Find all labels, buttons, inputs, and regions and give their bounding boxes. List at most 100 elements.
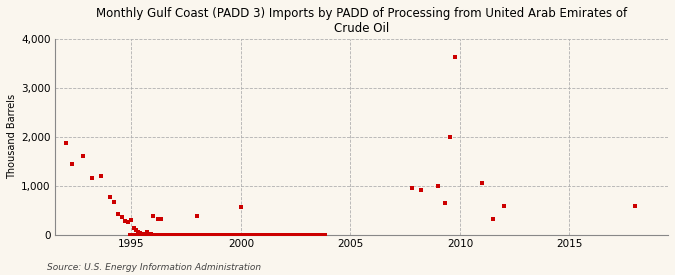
Point — [132, 232, 142, 237]
Point — [234, 232, 244, 237]
Point — [287, 232, 298, 237]
Point — [128, 232, 138, 237]
Point — [140, 232, 151, 237]
Point — [318, 232, 329, 237]
Point — [212, 232, 223, 237]
Point — [292, 232, 303, 237]
Point — [163, 232, 173, 237]
Point — [168, 232, 179, 237]
Point — [207, 232, 217, 237]
Point — [184, 232, 195, 237]
Point — [314, 232, 325, 237]
Point — [221, 232, 232, 237]
Point — [148, 232, 159, 237]
Point — [123, 220, 134, 225]
Point — [190, 232, 200, 237]
Point — [308, 232, 319, 237]
Point — [415, 188, 426, 192]
Point — [243, 232, 254, 237]
Point — [199, 232, 210, 237]
Point — [104, 195, 115, 200]
Point — [217, 232, 228, 237]
Point — [133, 232, 144, 237]
Point — [128, 226, 139, 230]
Point — [223, 232, 234, 237]
Point — [135, 232, 146, 237]
Point — [265, 232, 275, 237]
Point — [300, 232, 310, 237]
Point — [125, 232, 136, 237]
Point — [182, 232, 193, 237]
Point — [256, 232, 267, 237]
Title: Monthly Gulf Coast (PADD 3) Imports by PADD of Processing from United Arab Emira: Monthly Gulf Coast (PADD 3) Imports by P… — [96, 7, 627, 35]
Point — [270, 232, 281, 237]
Point — [126, 232, 137, 237]
Point — [130, 227, 141, 232]
Point — [177, 232, 188, 237]
Point — [228, 232, 239, 237]
Point — [152, 232, 163, 237]
Point — [214, 232, 225, 237]
Point — [139, 232, 150, 236]
Point — [232, 232, 242, 237]
Point — [173, 232, 184, 237]
Point — [130, 232, 140, 237]
Point — [148, 214, 159, 218]
Point — [144, 232, 155, 237]
Y-axis label: Thousand Barrels: Thousand Barrels — [7, 94, 17, 179]
Point — [259, 232, 270, 237]
Point — [246, 232, 257, 237]
Point — [197, 232, 208, 237]
Point — [449, 54, 460, 59]
Point — [288, 232, 299, 237]
Point — [267, 232, 277, 237]
Point — [124, 232, 135, 237]
Point — [281, 232, 292, 237]
Point — [219, 232, 230, 237]
Point — [146, 232, 157, 236]
Point — [239, 232, 250, 237]
Point — [144, 232, 155, 236]
Point — [630, 204, 641, 208]
Text: Source: U.S. Energy Information Administration: Source: U.S. Energy Information Administ… — [47, 263, 261, 272]
Point — [181, 232, 192, 237]
Point — [156, 217, 167, 222]
Point — [225, 232, 236, 237]
Point — [192, 213, 202, 218]
Point — [95, 174, 106, 178]
Point — [313, 232, 323, 237]
Point — [433, 183, 443, 188]
Point — [277, 232, 288, 237]
Point — [135, 231, 146, 235]
Point — [67, 161, 78, 166]
Point — [139, 232, 150, 237]
Point — [285, 232, 296, 237]
Point — [146, 232, 157, 237]
Point — [153, 217, 163, 222]
Point — [261, 232, 272, 237]
Point — [196, 232, 207, 237]
Point — [269, 232, 279, 237]
Point — [226, 232, 237, 237]
Point — [201, 232, 212, 237]
Point — [296, 232, 306, 237]
Point — [210, 232, 221, 237]
Point — [161, 232, 171, 237]
Point — [205, 232, 215, 237]
Point — [109, 200, 119, 205]
Point — [126, 218, 137, 223]
Point — [186, 232, 197, 237]
Point — [142, 232, 153, 237]
Point — [170, 232, 181, 237]
Point — [248, 232, 259, 237]
Point — [254, 232, 265, 237]
Point — [445, 134, 456, 139]
Point — [188, 232, 199, 237]
Point — [230, 232, 241, 237]
Point — [306, 232, 317, 237]
Point — [250, 232, 261, 237]
Point — [316, 232, 327, 237]
Point — [202, 232, 213, 237]
Point — [192, 232, 202, 237]
Point — [406, 186, 417, 190]
